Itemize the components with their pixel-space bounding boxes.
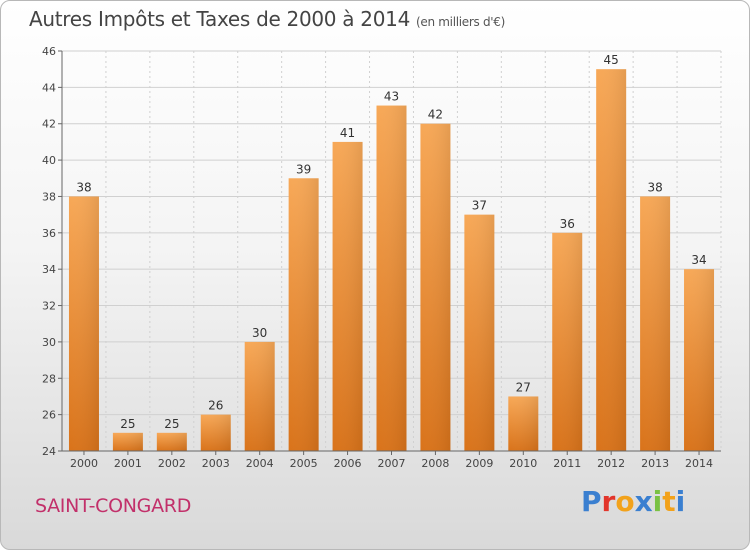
bar-shade [376, 105, 407, 451]
y-tick-label: 30 [42, 336, 56, 349]
logo-letter: r [601, 485, 616, 518]
x-tick-label: 2011 [553, 457, 581, 470]
bar-shade [596, 69, 627, 451]
y-tick-label: 32 [42, 300, 56, 313]
bar-shade [552, 232, 583, 451]
y-tick-label: 34 [42, 263, 56, 276]
chart-title-text: Autres Impôts et Taxes de 2000 à 2014 [29, 7, 410, 31]
bar-shade [464, 214, 495, 451]
bar-shade [640, 196, 671, 451]
x-tick-label: 2009 [465, 457, 493, 470]
data-label: 43 [384, 90, 399, 104]
logo-letter: i [675, 485, 686, 518]
x-tick-label: 2004 [246, 457, 274, 470]
bar-shade [156, 432, 187, 451]
logo-letter: o [615, 485, 635, 518]
logo-letter: x [634, 485, 653, 518]
data-labels: 38 25 25 26 30 39 41 43 42 37 27 36 45 38 34 [76, 53, 706, 431]
data-label: 41 [340, 126, 355, 140]
x-tick-label: 2014 [685, 457, 713, 470]
x-tick-label: 2003 [202, 457, 230, 470]
y-tick-label: 44 [42, 81, 56, 94]
x-axis: 2000 2001 2002 2003 2004 2005 2006 2007 2008 2009… [62, 450, 721, 470]
y-tick-label: 40 [42, 154, 56, 167]
data-label: 30 [252, 326, 267, 340]
commune-name: SAINT-CONGARD [35, 495, 192, 517]
data-label: 38 [647, 180, 662, 194]
bar-shade [332, 141, 363, 451]
bar-shade [68, 196, 99, 451]
logo-letter: i [652, 485, 663, 518]
y-tick-label: 46 [42, 45, 56, 58]
y-axis: 24 26 28 30 32 34 36 38 40 42 44 46 [42, 45, 63, 458]
x-tick-label: 2005 [290, 457, 318, 470]
x-tick-label: 2007 [378, 457, 406, 470]
y-tick-label: 42 [42, 118, 56, 131]
y-tick-label: 26 [42, 409, 56, 422]
data-label: 39 [296, 162, 311, 176]
bar-shade [112, 432, 143, 451]
x-tick-label: 2013 [641, 457, 669, 470]
bar-shade [244, 341, 275, 451]
data-label: 25 [164, 417, 179, 431]
logo-letter: t [662, 485, 676, 518]
chart-unit: (en milliers d'€) [416, 15, 506, 29]
bar-shade [420, 123, 451, 452]
bar-shade [684, 269, 715, 451]
data-label: 36 [560, 217, 575, 231]
data-label: 42 [428, 108, 443, 122]
bar-shade [200, 414, 231, 451]
x-tick-label: 2008 [421, 457, 449, 470]
x-tick-label: 2006 [334, 457, 362, 470]
data-label: 25 [120, 417, 135, 431]
chart-title: Autres Impôts et Taxes de 2000 à 2014 (en… [29, 7, 505, 31]
data-label: 34 [691, 253, 706, 267]
y-tick-label: 36 [42, 227, 56, 240]
x-tick-label: 2010 [509, 457, 537, 470]
logo-letter: P [581, 485, 602, 518]
data-label: 38 [76, 180, 91, 194]
proxiti-logo: Proxiti [581, 485, 685, 518]
data-label: 26 [208, 399, 223, 413]
y-tick-label: 38 [42, 190, 56, 203]
data-label: 37 [472, 199, 487, 213]
data-label: 27 [516, 380, 531, 394]
bars [68, 69, 715, 452]
x-tick-label: 2012 [597, 457, 625, 470]
bar-shade [508, 396, 539, 451]
data-label: 45 [604, 53, 619, 67]
x-tick-label: 2000 [70, 457, 98, 470]
x-tick-label: 2002 [158, 457, 186, 470]
y-tick-label: 28 [42, 372, 56, 385]
y-tick-label: 24 [42, 445, 56, 458]
x-tick-label: 2001 [114, 457, 142, 470]
bar-shade [288, 178, 319, 452]
